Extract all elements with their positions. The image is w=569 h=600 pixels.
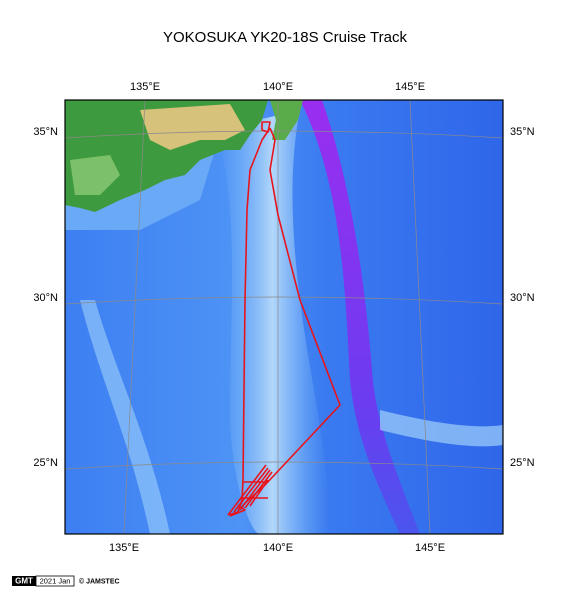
track-port [261, 121, 271, 133]
ridge-west [80, 300, 170, 534]
lon-labels-top: 135°E 140°E 145°E [130, 81, 425, 93]
lat-label: 35°N [510, 126, 535, 138]
footer-date: 2021 Jan [40, 576, 71, 585]
gmt-logo: GMT [15, 577, 33, 586]
parallel [65, 130, 503, 139]
lat-label: 30°N [33, 292, 58, 304]
map-title: YOKOSUKA YK20-18S Cruise Track [163, 29, 407, 46]
gmt-logo-box [12, 576, 36, 586]
cruise-track [227, 121, 341, 517]
footer: GMT 2021 Jan © JAMSTEC [12, 575, 120, 587]
lon-label: 145°E [415, 542, 445, 554]
track-leg [242, 127, 341, 506]
lat-label: 35°N [33, 126, 58, 138]
lat-labels-right: 35°N 30°N 25°N [510, 126, 535, 469]
footer-credit: © JAMSTEC [79, 577, 120, 585]
map-area [65, 100, 503, 534]
lat-label: 25°N [510, 457, 535, 469]
parallel [65, 461, 503, 470]
meridian [409, 100, 431, 534]
lon-label: 140°E [263, 81, 293, 93]
date-box [35, 575, 75, 587]
lat-label: 30°N [510, 292, 535, 304]
lat-labels-left: 35°N 30°N 25°N [33, 126, 58, 469]
lon-labels-bottom: 135°E 140°E 145°E [109, 542, 445, 554]
lon-label: 145°E [395, 81, 425, 93]
parallel [65, 296, 503, 305]
graticule [65, 100, 503, 534]
lon-label: 135°E [109, 542, 139, 554]
seamounts [380, 410, 503, 447]
map-frame [64, 99, 504, 535]
trench [300, 100, 420, 534]
track-leg [227, 127, 271, 516]
lat-label: 25°N [33, 457, 58, 469]
land-shikoku [70, 155, 120, 195]
lon-label: 135°E [130, 81, 160, 93]
track-survey [227, 464, 273, 517]
meridian [123, 100, 146, 534]
land-highland [140, 104, 245, 150]
lon-label: 140°E [263, 542, 293, 554]
